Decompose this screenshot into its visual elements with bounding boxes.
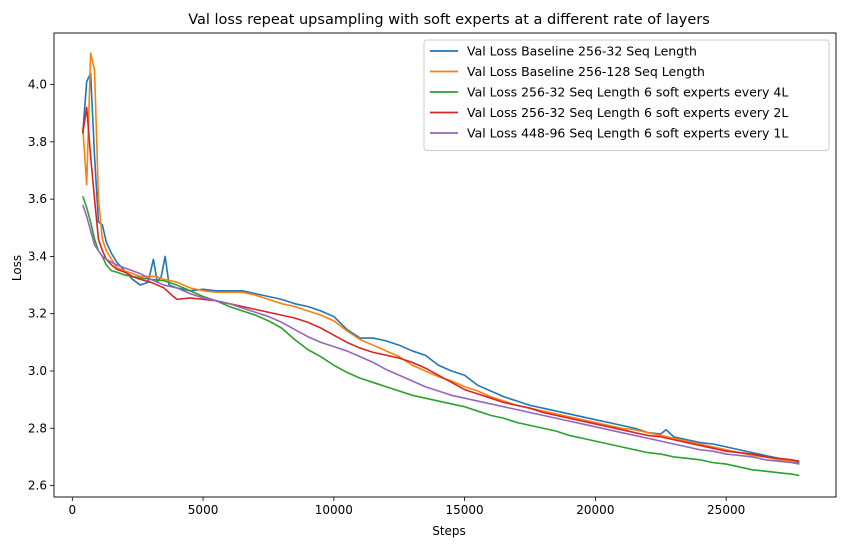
legend-label-5: Val Loss 448-96 Seq Length 6 soft expert… — [467, 126, 788, 141]
series-line-3 — [82, 196, 800, 477]
y-tick-label: 2.6 — [28, 479, 47, 493]
series-line-1 — [81, 72, 800, 464]
x-tick-label: 5000 — [188, 503, 219, 517]
legend-label-2: Val Loss Baseline 256-128 Seq Length — [467, 64, 705, 79]
y-tick-label: 4.0 — [28, 78, 47, 92]
y-tick-label: 3.6 — [28, 192, 47, 206]
plot-area — [81, 52, 800, 477]
x-tick-label: 20000 — [576, 503, 614, 517]
y-tick-label: 3.0 — [28, 364, 47, 378]
axes-frame — [53, 32, 837, 498]
y-tick-label: 3.8 — [28, 135, 47, 149]
y-tick-label: 2.8 — [28, 421, 47, 435]
series-line-5 — [82, 204, 800, 465]
series-line-4 — [81, 106, 800, 462]
series-line-2 — [81, 52, 800, 465]
x-tick-label: 25000 — [707, 503, 745, 517]
y-tick-label: 3.4 — [28, 249, 47, 263]
legend-label-4: Val Loss 256-32 Seq Length 6 soft expert… — [467, 105, 788, 120]
legend-label-3: Val Loss 256-32 Seq Length 6 soft expert… — [467, 85, 788, 100]
x-axis: 0 5000 10000 15000 20000 25000 — [68, 497, 745, 517]
legend-box — [423, 39, 830, 151]
legend: Val Loss Baseline 256-32 Seq Length Val L… — [423, 39, 830, 151]
chart-title: Val loss repeat upsampling with soft exp… — [188, 12, 710, 28]
y-tick-label: 3.2 — [28, 307, 47, 321]
x-tick-label: 15000 — [446, 503, 484, 517]
y-axis: 2.6 2.8 3.0 3.2 3.4 3.6 3.8 4.0 — [28, 78, 54, 493]
x-tick-label: 0 — [68, 503, 76, 517]
x-axis-label: Steps — [432, 524, 466, 538]
y-axis-label: Loss — [10, 255, 24, 281]
x-tick-label: 10000 — [315, 503, 353, 517]
legend-label-1: Val Loss Baseline 256-32 Seq Length — [467, 44, 697, 59]
